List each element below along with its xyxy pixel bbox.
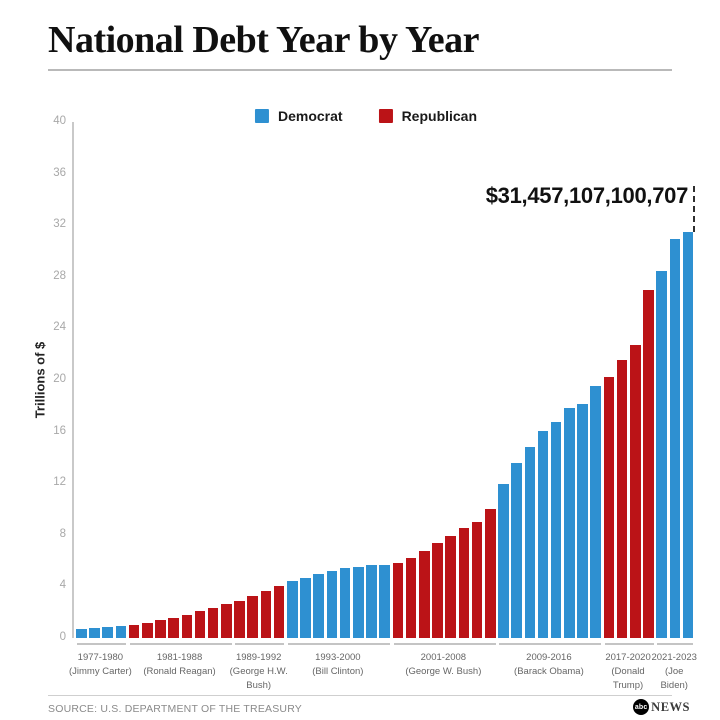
- bar-1982: [141, 623, 153, 638]
- y-tick-32: 32: [53, 218, 66, 231]
- group-label-1981-1988: 1981-1988 (Ronald Reagan): [143, 652, 216, 677]
- bar-1993: [287, 581, 298, 638]
- democrat-color-swatch: [254, 109, 269, 123]
- legend-label-republican: Republican: [401, 108, 478, 124]
- bar-2004: [432, 542, 443, 638]
- bar-1997: [339, 568, 351, 638]
- bar-1979: [102, 627, 113, 638]
- bar-2019: [630, 344, 641, 638]
- bar-2003: [418, 550, 430, 638]
- bar-2011: [524, 447, 536, 638]
- bar-1999: [366, 565, 377, 638]
- republican-color-swatch: [378, 109, 393, 123]
- bar-2016: [590, 385, 602, 638]
- y-tick-36: 36: [53, 166, 66, 179]
- debt-total-callout: $31,457,107,100,707: [485, 183, 689, 208]
- legend-item-republican: Republican: [378, 108, 478, 124]
- bar-2018: [616, 360, 628, 638]
- plot-area: [76, 122, 696, 638]
- bar-2006: [458, 528, 470, 638]
- bar-1991: [260, 590, 272, 638]
- group-label-2017-2020: 2017-2020 (Donald Trump): [605, 652, 651, 691]
- abc-logo-icon: abc: [633, 699, 650, 715]
- bar-2012: [537, 430, 549, 638]
- y-tick-40: 40: [53, 115, 66, 127]
- bar-2023: [682, 232, 694, 638]
- bar-2010: [511, 463, 522, 638]
- group-bracket-2021-2023: [657, 643, 694, 645]
- legend-label-democrat: Democrat: [277, 108, 343, 124]
- bar-2002: [405, 557, 417, 638]
- group-bracket-1981-1988: [129, 643, 232, 645]
- bar-2020: [643, 290, 654, 638]
- legend-item-democrat: Democrat: [254, 108, 343, 124]
- bar-1992: [273, 585, 285, 638]
- group-label-2009-2016: 2009-2016 (Barack Obama): [514, 652, 584, 677]
- bar-1987: [207, 607, 219, 638]
- source-text: SOURCE: U.S. DEPARTMENT OF THE TREASURY: [48, 703, 303, 715]
- page-title: National Debt Year by Year: [48, 19, 480, 61]
- bar-1994: [300, 577, 311, 638]
- group-label-1977-1980: 1977-1980 (Jimmy Carter): [68, 652, 132, 677]
- group-bracket-1977-1980: [77, 643, 127, 645]
- bar-2015: [577, 403, 588, 638]
- y-tick-28: 28: [53, 269, 66, 282]
- y-tick-8: 8: [59, 527, 66, 540]
- bar-1998: [353, 566, 364, 638]
- footer-divider: [48, 695, 672, 696]
- bar-2017: [603, 376, 615, 638]
- group-bracket-1993-2000: [288, 643, 390, 645]
- bar-2001: [392, 563, 404, 638]
- abc-news-wordmark: NEWS: [651, 699, 690, 714]
- bar-2007: [471, 521, 483, 638]
- bar-2000: [379, 564, 390, 638]
- bar-1985: [181, 614, 193, 638]
- bar-2008: [484, 508, 496, 638]
- bar-1981: [128, 625, 140, 638]
- group-label-1989-1992: 1989-1992 (George H.W. Bush): [229, 652, 288, 691]
- y-tick-4: 4: [59, 579, 66, 592]
- y-tick-16: 16: [53, 424, 66, 437]
- group-bracket-2009-2016: [499, 643, 602, 645]
- group-bracket-2001-2008: [393, 643, 496, 645]
- group-bracket-1989-1992: [235, 643, 285, 645]
- bar-2022: [669, 239, 681, 638]
- bar-2013: [550, 422, 562, 638]
- bar-1977: [76, 628, 87, 638]
- group-label-2001-2008: 2001-2008 (George W. Bush): [405, 652, 482, 677]
- group-bracket-2017-2020: [604, 643, 654, 645]
- bar-1995: [313, 573, 325, 638]
- group-label-1993-2000: 1993-2000 (Bill Clinton): [312, 652, 364, 677]
- bar-2021: [656, 271, 667, 638]
- bar-1989: [234, 601, 245, 638]
- bar-1988: [221, 604, 232, 638]
- bar-1984: [168, 617, 179, 638]
- bar-1986: [194, 610, 206, 638]
- callout-dashed-line: [693, 186, 695, 232]
- bar-1996: [326, 570, 338, 638]
- y-tick-0: 0: [59, 631, 66, 643]
- x-axis-groups: 1977-1980 (Jimmy Carter) 1981-1988 (Ronald …: [69, 643, 697, 705]
- title-divider: [48, 69, 672, 71]
- y-tick-24: 24: [53, 321, 66, 334]
- chart-legend: Democrat Republican: [254, 108, 478, 124]
- bar-1983: [155, 620, 166, 638]
- y-tick-12: 12: [53, 476, 66, 489]
- bar-1980: [115, 626, 127, 638]
- y-tick-20: 20: [53, 373, 66, 385]
- bar-2014: [564, 408, 575, 638]
- y-axis-line: [72, 122, 74, 638]
- bar-2009: [498, 484, 509, 638]
- bar-1978: [89, 628, 100, 638]
- group-label-2021-2023: 2021-2023 (Joe Biden): [651, 652, 697, 691]
- bar-1990: [247, 596, 259, 638]
- bar-2005: [445, 535, 456, 638]
- abc-news-logo: abc NEWS: [633, 699, 690, 715]
